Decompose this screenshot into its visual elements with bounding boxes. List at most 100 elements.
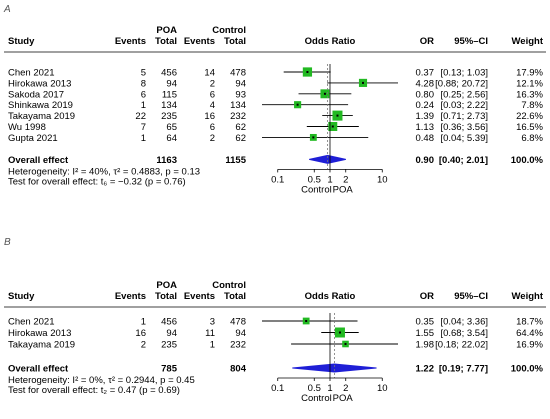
point-estimate [362, 81, 365, 84]
column-header-events: Events [115, 291, 146, 302]
total-treatment: 235 [161, 340, 177, 351]
study-name: Gupta 2021 [8, 133, 58, 144]
overall-test-text: Test for overall effect: t₂ = 0.47 (p = … [8, 385, 180, 396]
ci-value: [0.88; 20.72] [435, 78, 488, 89]
panel-label: A [3, 4, 11, 15]
events-treatment: 1 [141, 100, 146, 111]
total-control: 93 [235, 89, 246, 100]
total-treatment: 235 [161, 111, 177, 122]
ci-value: [0.13; 1.03] [440, 68, 488, 79]
overall-label: Overall effect [8, 364, 69, 375]
overall-ci: [0.40; 2.01] [439, 155, 488, 166]
events-control: 16 [204, 111, 215, 122]
weight-value: 16.3% [516, 89, 543, 100]
study-row: Wu 1998 7 65 6 62 1.13 [0.36; 3.56] 16.5% [8, 122, 544, 133]
column-header-total-control: Total [224, 291, 246, 302]
ci-value: [0.03; 2.22] [440, 100, 488, 111]
ci-value: [0.18; 22.02] [435, 340, 488, 351]
events-treatment: 1 [141, 133, 146, 144]
total-control: 478 [230, 68, 246, 79]
column-header-ci: 95%–CI [454, 36, 488, 47]
study-name: Chen 2021 [8, 68, 54, 79]
overall-weight: 100.0% [511, 364, 544, 375]
or-value: 0.35 [416, 317, 435, 328]
events-treatment: 6 [141, 89, 146, 100]
study-name: Shinkawa 2019 [8, 100, 73, 111]
events-treatment: 8 [141, 78, 146, 89]
total-treatment: 456 [161, 317, 177, 328]
study-name: Takayama 2019 [8, 340, 75, 351]
heterogeneity-text: Heterogeneity: I² = 0%, τ² = 0.2944, p =… [8, 375, 195, 386]
total-control: 62 [235, 133, 246, 144]
events-control: 2 [210, 133, 215, 144]
point-estimate [323, 92, 326, 95]
point-estimate [338, 331, 341, 334]
overall-total-control: 804 [230, 364, 247, 375]
study-name: Sakoda 2017 [8, 89, 64, 100]
point-estimate [312, 136, 315, 139]
column-header-total: Total [155, 291, 177, 302]
column-header-or: OR [420, 36, 434, 47]
total-treatment: 456 [161, 68, 177, 79]
total-treatment: 94 [166, 328, 177, 339]
weight-value: 64.4% [516, 328, 543, 339]
total-control: 94 [235, 328, 246, 339]
overall-row: Overall effect 785 804 1.22 [0.19; 7.77] 100.… [8, 363, 544, 375]
events-treatment: 7 [141, 122, 146, 133]
events-control: 6 [210, 89, 215, 100]
column-header-weight: Weight [512, 36, 544, 47]
total-treatment: 64 [166, 133, 177, 144]
overall-or: 0.90 [416, 155, 435, 166]
total-control: 232 [230, 340, 246, 351]
point-estimate [306, 71, 309, 73]
x-tick-label: 0.5 [308, 174, 321, 185]
overall-row: Overall effect 1163 1155 0.90 [0.40; 2.01] 10… [8, 154, 544, 166]
point-estimate [336, 114, 339, 117]
events-control: 2 [210, 78, 215, 89]
events-treatment: 22 [135, 111, 146, 122]
ci-value: [0.04; 3.36] [440, 317, 488, 328]
overall-total-control: 1155 [225, 155, 246, 166]
weight-value: 7.8% [521, 100, 543, 111]
or-value: 1.39 [416, 111, 435, 122]
point-estimate [305, 320, 308, 322]
column-header-total: Total [155, 36, 177, 47]
events-control: 3 [210, 317, 215, 328]
study-row: Chen 2021 1 456 3 478 0.35 [0.04; 3.36] 18.7% [8, 317, 544, 328]
events-treatment: 16 [135, 328, 146, 339]
column-header-events-control: Events [184, 36, 215, 47]
total-treatment: 94 [166, 78, 177, 89]
x-tick-label: 1 [327, 383, 332, 394]
events-treatment: 5 [141, 68, 146, 79]
study-name: Chen 2021 [8, 317, 54, 328]
x-tick-label: 1 [327, 174, 332, 185]
study-row: Takayama 2019 22 235 16 232 1.39 [0.71; 2.73] 2… [8, 110, 544, 122]
ci-value: [0.25; 2.56] [440, 89, 488, 100]
weight-value: 16.5% [516, 122, 543, 133]
column-header-total-control: Total [224, 36, 246, 47]
total-treatment: 134 [161, 100, 177, 111]
ci-value: [0.04; 5.39] [440, 133, 488, 144]
study-row: Sakoda 2017 6 115 6 93 0.80 [0.25; 2.56] 16.3% [8, 89, 544, 100]
weight-value: 6.8% [521, 133, 543, 144]
column-header-study: Study [8, 291, 35, 302]
favours-control-label: Control [301, 184, 332, 195]
study-row: Chen 2021 5 456 14 478 0.37 [0.13; 1.03] 17.9% [8, 67, 544, 79]
study-name: Wu 1998 [8, 122, 46, 133]
column-header-events-control: Events [184, 291, 215, 302]
weight-value: 18.7% [516, 317, 543, 328]
overall-label: Overall effect [8, 155, 69, 166]
group-label-treatment: POA [156, 25, 177, 36]
total-treatment: 65 [166, 122, 177, 133]
or-value: 1.98 [416, 340, 435, 351]
overall-ci: [0.19; 7.77] [439, 364, 488, 375]
total-control: 94 [235, 78, 246, 89]
study-row: Gupta 2021 1 64 2 62 0.48 [0.04; 5.39] 6.8% [8, 133, 544, 144]
events-control: 14 [204, 68, 215, 79]
or-value: 0.48 [416, 133, 435, 144]
study-row: Hirokawa 2013 16 94 11 94 1.55 [0.68; 3.54] 64.… [8, 327, 544, 339]
ci-value: [0.36; 3.56] [440, 122, 488, 133]
ci-value: [0.68; 3.54] [440, 328, 488, 339]
study-name: Takayama 2019 [8, 111, 75, 122]
